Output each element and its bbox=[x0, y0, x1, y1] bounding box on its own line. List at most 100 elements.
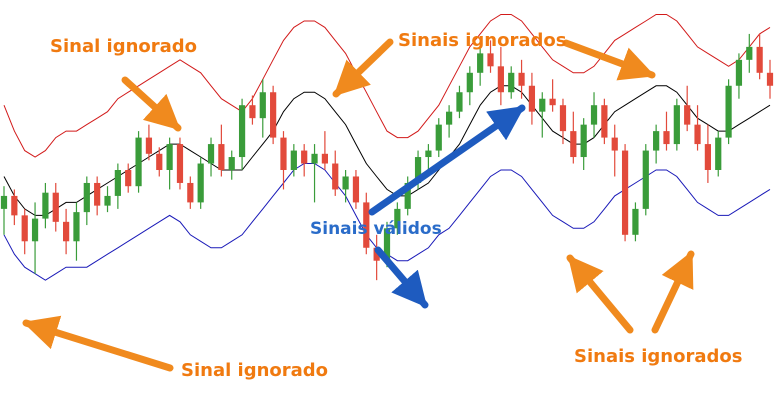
candle-bearish bbox=[373, 234, 380, 281]
candle-body bbox=[684, 105, 691, 125]
label-bottom-right: Sinais ignorados bbox=[574, 346, 742, 367]
arrow-top-right bbox=[562, 39, 656, 81]
candle-body bbox=[290, 150, 297, 170]
candle-body bbox=[342, 176, 349, 190]
candle-body bbox=[197, 163, 204, 203]
candle-body bbox=[653, 131, 660, 151]
candle-bullish bbox=[238, 98, 246, 170]
candle-bullish bbox=[228, 150, 235, 180]
candle-body bbox=[446, 111, 453, 125]
candle-bearish bbox=[766, 59, 774, 99]
candle-body bbox=[404, 182, 411, 209]
label-bottom-left: Sinal ignorado bbox=[181, 360, 328, 381]
candle-bullish bbox=[725, 79, 732, 145]
candle-body bbox=[270, 92, 277, 138]
candle-bearish bbox=[601, 98, 608, 145]
candle-bullish bbox=[653, 124, 660, 164]
candle-body bbox=[580, 124, 587, 158]
candle-bearish bbox=[621, 144, 629, 242]
candle-bearish bbox=[559, 98, 567, 145]
candle-body bbox=[363, 202, 370, 248]
candle-body bbox=[207, 144, 215, 164]
candle-bullish bbox=[466, 66, 473, 106]
candle-bearish bbox=[332, 150, 339, 196]
candle-body bbox=[632, 208, 639, 235]
candle-body bbox=[280, 137, 287, 170]
candle-bearish bbox=[528, 72, 536, 125]
candle-bullish bbox=[394, 202, 401, 235]
candle-body bbox=[187, 182, 194, 203]
candle-body bbox=[176, 144, 184, 183]
candle-body bbox=[352, 176, 360, 203]
candle-body bbox=[31, 218, 39, 242]
candle-body bbox=[694, 124, 701, 145]
candle-bearish bbox=[301, 144, 308, 177]
candle-body bbox=[332, 163, 339, 190]
candle-body bbox=[125, 170, 132, 187]
candle-bearish bbox=[11, 189, 18, 226]
arrow-bottom-right-2 bbox=[651, 250, 695, 334]
candle-bearish bbox=[363, 192, 370, 255]
candle-body bbox=[673, 105, 680, 145]
arrow-bottom-right-1 bbox=[566, 254, 634, 334]
candle-bullish bbox=[311, 144, 318, 203]
candle-bullish bbox=[31, 202, 39, 274]
candle-body bbox=[321, 153, 328, 164]
candle-body bbox=[104, 195, 111, 206]
candle-bullish bbox=[590, 92, 598, 138]
candle-bullish bbox=[342, 170, 349, 203]
candle-body bbox=[301, 150, 308, 164]
label-top-left: Sinal ignorado bbox=[50, 36, 197, 57]
candle-body bbox=[394, 208, 401, 229]
arrow-valid-up bbox=[368, 104, 526, 216]
candle-body bbox=[63, 221, 70, 242]
candle-bullish bbox=[642, 144, 649, 216]
candle-bullish bbox=[446, 105, 453, 138]
candle-bearish bbox=[125, 163, 132, 193]
label-valid: Sinais válidos bbox=[310, 219, 442, 239]
candle-body bbox=[249, 105, 256, 119]
candle-body bbox=[746, 46, 753, 60]
candle-body bbox=[166, 144, 173, 170]
candle-bullish bbox=[114, 163, 121, 209]
candle-body bbox=[642, 150, 649, 209]
candle-body bbox=[570, 131, 577, 158]
candle-body bbox=[715, 137, 722, 170]
candle-bearish bbox=[270, 85, 277, 145]
candle-body bbox=[528, 85, 536, 112]
candle-bearish bbox=[756, 33, 763, 80]
candle-bearish bbox=[570, 111, 577, 164]
candle-body bbox=[735, 59, 743, 86]
candle-body bbox=[539, 98, 546, 112]
candle-bearish bbox=[704, 124, 711, 183]
arrow-valid-down bbox=[374, 246, 429, 309]
candle-bullish bbox=[135, 131, 142, 193]
candle-bearish bbox=[176, 137, 184, 190]
candle-bullish bbox=[673, 98, 680, 151]
candle-body bbox=[156, 153, 163, 170]
candle-bullish bbox=[715, 131, 722, 177]
candle-bullish bbox=[166, 137, 173, 190]
candle-body bbox=[11, 195, 18, 216]
candle-body bbox=[0, 195, 8, 209]
candle-bullish bbox=[259, 79, 266, 138]
candle-bearish bbox=[218, 124, 225, 177]
candle-bullish bbox=[104, 186, 111, 213]
candle-body bbox=[83, 182, 90, 213]
arrow-top-middle bbox=[332, 38, 394, 98]
candle-bearish bbox=[249, 95, 256, 125]
candle-bullish bbox=[746, 33, 753, 73]
candle-bearish bbox=[549, 79, 556, 112]
candle-body bbox=[477, 53, 484, 73]
candle-body bbox=[590, 105, 598, 125]
candle-bearish bbox=[694, 105, 701, 151]
candle-body bbox=[383, 228, 391, 261]
candlesticks bbox=[0, 33, 774, 281]
candle-body bbox=[704, 144, 711, 170]
candle-bearish bbox=[280, 131, 287, 190]
candle-bullish bbox=[197, 157, 204, 209]
candle-body bbox=[756, 46, 763, 73]
candle-body bbox=[497, 66, 504, 93]
candle-body bbox=[414, 157, 422, 183]
